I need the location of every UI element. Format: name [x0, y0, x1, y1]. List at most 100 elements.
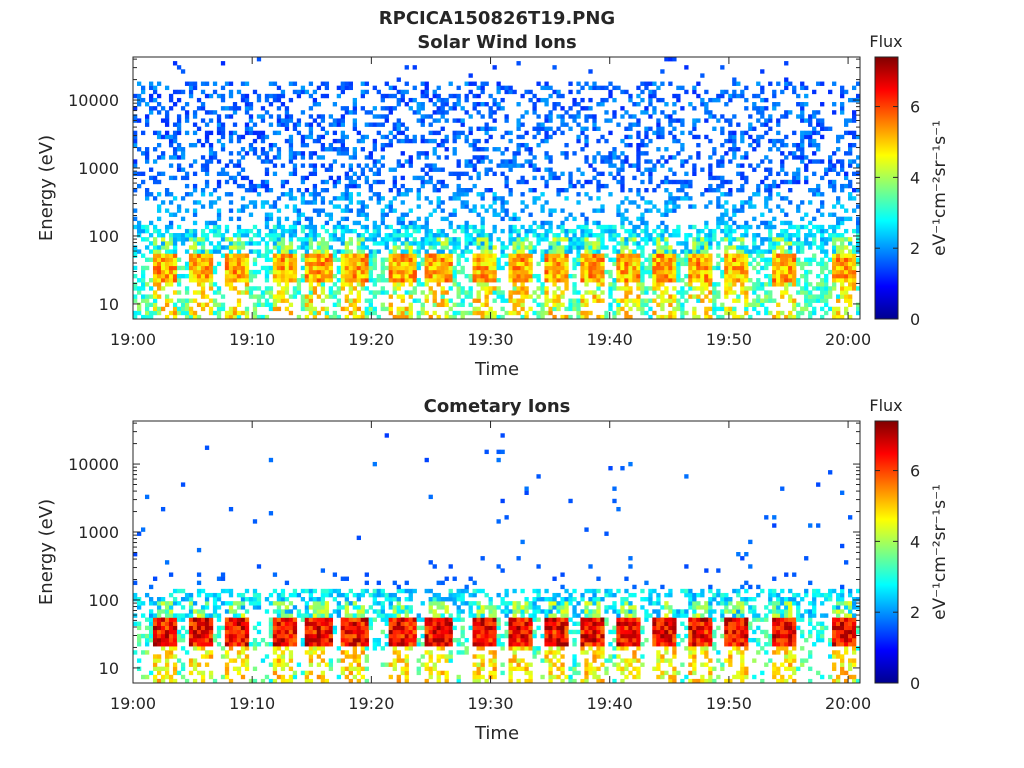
spectrogram-cell: [760, 134, 765, 140]
spectrogram-cell: [648, 306, 653, 312]
spectrogram-cell: [720, 93, 725, 99]
spectrogram-cell: [724, 208, 729, 213]
spectrogram-cell: [564, 228, 569, 234]
spectrogram-cell: [200, 269, 206, 275]
spectrogram-cell: [484, 298, 489, 303]
spectrogram-cell: [412, 241, 417, 246]
spectrogram-cell: [348, 208, 353, 213]
spectrogram-cell: [816, 286, 821, 291]
spectrogram-cell: [220, 106, 226, 111]
spectrogram-cell: [780, 179, 785, 185]
spectrogram-cell: [432, 233, 437, 238]
spectrogram-cell: [836, 257, 841, 262]
spectrogram-cell: [296, 286, 302, 291]
spectrogram-cell: [708, 265, 713, 271]
spectrogram-cell: [304, 134, 310, 140]
spectrogram-cell: [372, 147, 377, 152]
spectrogram-cell: [752, 257, 757, 262]
spectrogram-cell: [844, 122, 849, 127]
spectrogram-cell: [624, 245, 629, 250]
spectrogram-cell: [592, 241, 597, 246]
spectrogram-cell: [772, 216, 777, 222]
spectrogram-cell: [840, 278, 845, 283]
spectrogram-cell: [288, 147, 294, 152]
spectrogram-cell: [508, 294, 513, 299]
figure-title: RPCICA150826T19.PNG: [379, 8, 615, 29]
spectrogram-cell: [664, 102, 669, 107]
spectrogram-cell: [436, 142, 441, 148]
spectrogram-cell: [408, 138, 413, 144]
spectrogram-cell: [764, 273, 769, 279]
spectrogram-cell: [133, 130, 138, 136]
spectrogram-cell: [232, 306, 238, 312]
spectrogram-cell: [508, 188, 513, 193]
spectrogram-cell: [600, 261, 605, 267]
spectrogram-cell: [852, 265, 857, 271]
spectrogram-cell: [388, 200, 393, 205]
spectrogram-cell: [480, 216, 485, 222]
spectrogram-cell: [356, 306, 361, 312]
spectrogram-cell: [640, 220, 645, 226]
spectrogram-cell: [824, 298, 829, 303]
spectrogram-cell: [788, 282, 793, 287]
spectrogram-cell: [520, 294, 525, 299]
spectrogram-cell: [720, 163, 725, 168]
spectrogram-cell: [344, 192, 349, 197]
spectrogram-cell: [452, 138, 457, 144]
spectrogram-cell: [596, 257, 601, 262]
spectrogram-cell: [768, 220, 773, 226]
spectrogram-cell: [176, 265, 182, 271]
spectrogram-cell: [536, 126, 541, 131]
spectrogram-cell: [524, 204, 529, 209]
spectrogram-cell: [656, 286, 661, 291]
spectrogram-cell: [144, 155, 150, 160]
spectrogram-cell: [620, 261, 625, 267]
spectrogram-cell: [692, 241, 697, 246]
spectrogram-cell: [308, 265, 314, 271]
spectrogram-cell: [824, 237, 829, 242]
spectrogram-cell: [640, 278, 645, 283]
spectrogram-cell: [576, 114, 581, 119]
spectrogram-cell: [772, 179, 777, 185]
spectrogram-cell: [472, 204, 477, 209]
spectrogram-cell: [192, 122, 198, 127]
colorbar: [874, 56, 899, 320]
spectrogram-cell: [200, 294, 206, 299]
spectrogram-cell: [576, 192, 581, 197]
spectrogram-cell: [344, 261, 349, 267]
spectrogram-cell: [652, 81, 657, 86]
spectrogram-cell: [148, 302, 154, 308]
spectrogram-cell: [456, 282, 461, 287]
spectrogram-cell: [580, 269, 585, 275]
spectrogram-cell: [596, 286, 601, 291]
spectrogram-cell: [592, 81, 597, 86]
spectrogram-cell: [188, 257, 194, 262]
spectrogram-cell: [356, 245, 361, 250]
spectrogram-cell: [144, 257, 150, 262]
spectrogram-cell: [204, 233, 210, 238]
spectrogram-cell: [232, 310, 238, 316]
spectrogram-cell: [736, 81, 741, 86]
spectrogram-cell: [432, 257, 437, 262]
spectrogram-cell: [140, 286, 146, 291]
spectrogram-cell: [432, 151, 437, 156]
spectrogram-cell: [792, 298, 797, 303]
spectrogram-cell: [256, 97, 262, 103]
spectrogram-cell: [368, 237, 373, 242]
spectrogram-cell: [212, 290, 218, 295]
spectrogram-cell: [304, 257, 310, 262]
spectrogram-cell: [336, 118, 342, 123]
spectrogram-cell: [636, 122, 641, 127]
spectrogram-cell: [376, 192, 381, 197]
spectrogram-cell: [176, 147, 182, 152]
spectrogram-cell: [552, 241, 557, 246]
spectrogram-cell: [616, 249, 621, 254]
spectrogram-cell: [600, 159, 605, 164]
spectrogram-cell: [200, 155, 206, 160]
spectrogram-cell: [136, 81, 142, 86]
spectrogram-cell: [680, 196, 685, 201]
spectrogram-cell: [584, 265, 589, 271]
spectrogram-cell: [640, 196, 645, 201]
spectrogram-cell: [428, 175, 433, 181]
spectrogram-cell: [628, 249, 633, 254]
